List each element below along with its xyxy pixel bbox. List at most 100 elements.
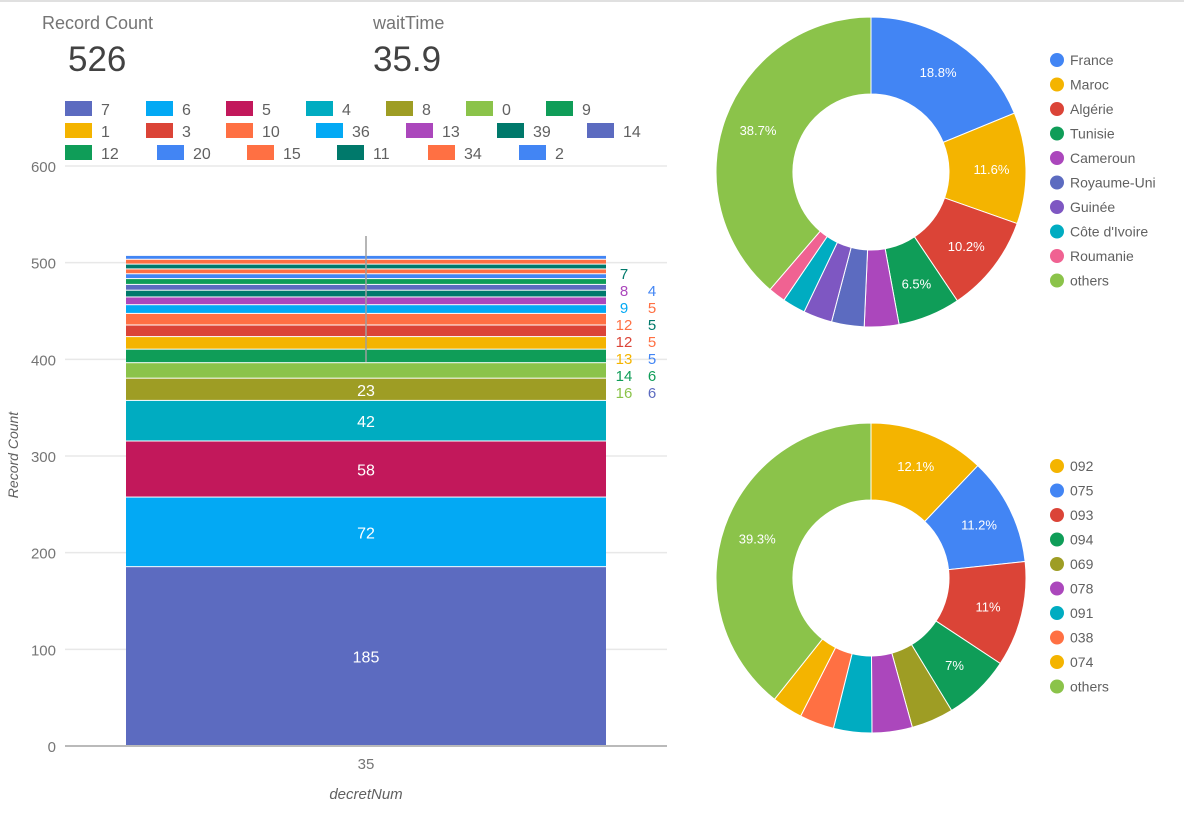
scorecard-value: 35.9 <box>373 40 442 79</box>
pie-slice-France <box>870 16 1016 144</box>
data-label: 14 <box>616 368 633 385</box>
y-tick-label: 300 <box>31 449 56 466</box>
pie-slice-others <box>715 16 872 291</box>
data-label: 8 <box>620 283 628 300</box>
legend-label: Algérie <box>1070 101 1114 117</box>
legend-swatch <box>306 101 333 116</box>
legend-label: Royaume-Uni <box>1070 175 1156 191</box>
data-label: 23 <box>357 383 375 400</box>
legend-label: 094 <box>1070 532 1094 548</box>
y-tick-label: 500 <box>31 256 56 273</box>
legend-swatch <box>406 123 433 138</box>
data-label: 16 <box>616 385 633 402</box>
scorecard-record-count: Record Count 526 <box>42 13 153 80</box>
legend-swatch <box>146 101 173 116</box>
pie-slice-others <box>715 422 872 700</box>
legend-label: Maroc <box>1070 77 1109 93</box>
legend-dot <box>1050 630 1064 645</box>
legend-label: 7 <box>101 102 110 119</box>
scorecard-value: 526 <box>68 40 127 79</box>
data-label: 9 <box>620 300 628 317</box>
data-label: 5 <box>648 334 656 351</box>
legend-dot <box>1050 273 1064 288</box>
legend-label: Roumanie <box>1070 248 1134 264</box>
bar-segment-5 <box>126 441 606 497</box>
legend-label: 11 <box>373 146 390 163</box>
legend-label: 15 <box>283 146 301 163</box>
slice-label: 18.8% <box>920 65 957 80</box>
legend-swatch <box>587 123 614 138</box>
legend-label: 091 <box>1070 605 1094 621</box>
legend-swatch <box>519 145 546 160</box>
x-tick-label: 35 <box>358 756 375 773</box>
legend-label: 34 <box>464 146 482 163</box>
slice-label: 11% <box>976 599 1001 614</box>
data-label: 12 <box>616 334 633 351</box>
x-axis-title: decretNum <box>329 786 402 803</box>
legend-label: 5 <box>262 102 271 119</box>
legend-label: 3 <box>182 124 191 141</box>
legend-label: Guinée <box>1070 199 1115 215</box>
slice-label: 11.2% <box>961 518 997 533</box>
legend-swatch <box>337 145 364 160</box>
legend-label: Cameroun <box>1070 150 1135 166</box>
data-label: 12 <box>616 317 633 334</box>
legend-swatch <box>157 145 184 160</box>
legend-swatch <box>466 101 493 116</box>
legend-label: Côte d'Ivoire <box>1070 224 1148 240</box>
legend-label: 8 <box>422 102 431 119</box>
bar-segment-8 <box>126 378 606 400</box>
legend-label: 092 <box>1070 458 1094 474</box>
legend-dot <box>1050 679 1064 694</box>
legend-label: 10 <box>262 124 280 141</box>
legend-label: 075 <box>1070 483 1094 499</box>
legend-label: 12 <box>101 146 119 163</box>
legend-dot <box>1050 77 1064 92</box>
legend-label: 36 <box>352 124 370 141</box>
legend-label: 1 <box>101 124 110 141</box>
legend-swatch <box>546 101 573 116</box>
bar-segment-6 <box>126 497 606 567</box>
slice-label: 10.2% <box>948 239 985 254</box>
bar-segment-7 <box>126 567 606 745</box>
legend-swatch <box>226 123 253 138</box>
slice-label: 6.5% <box>902 277 932 292</box>
legend-swatch <box>497 123 524 138</box>
legend-dot <box>1050 151 1064 165</box>
legend-dot <box>1050 557 1064 571</box>
data-label: 72 <box>357 525 375 542</box>
scorecard-label: waitTime <box>373 13 445 33</box>
data-label: 5 <box>648 317 656 334</box>
legend-dot <box>1050 655 1064 669</box>
legend-label: 069 <box>1070 556 1094 572</box>
legend-label: 9 <box>582 102 591 119</box>
slice-label: 38.7% <box>740 123 777 138</box>
data-label: 5 <box>648 351 656 368</box>
data-label: 7 <box>620 266 628 283</box>
legend-dot <box>1050 532 1064 547</box>
legend-label: 13 <box>442 124 460 141</box>
legend-swatch <box>65 101 92 116</box>
legend-dot <box>1050 508 1064 522</box>
legend-label: 39 <box>533 124 551 141</box>
legend-label: 093 <box>1070 507 1094 523</box>
legend-dot <box>1050 102 1064 116</box>
legend-swatch <box>146 123 173 138</box>
data-label: 185 <box>353 650 380 667</box>
legend-dot <box>1050 224 1064 239</box>
legend-swatch <box>226 101 253 116</box>
scorecard-label: Record Count <box>42 13 154 33</box>
legend-label: 0 <box>502 102 511 119</box>
legend-label: 074 <box>1070 654 1094 670</box>
legend-label: 078 <box>1070 581 1094 597</box>
legend-dot <box>1050 200 1064 214</box>
y-axis-title: Record Count <box>5 411 21 498</box>
bar-segment-4 <box>126 400 606 441</box>
legend-dot <box>1050 581 1064 596</box>
legend-swatch <box>247 145 274 160</box>
data-label: 13 <box>616 351 633 368</box>
data-label: 42 <box>357 414 375 431</box>
data-label: 6 <box>648 368 656 385</box>
y-tick-label: 100 <box>31 642 56 659</box>
